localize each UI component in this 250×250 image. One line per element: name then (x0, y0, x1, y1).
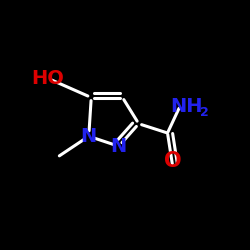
Text: N: N (80, 127, 97, 146)
Text: HO: HO (31, 69, 64, 88)
Text: 2: 2 (200, 106, 209, 119)
Text: N: N (110, 137, 127, 156)
Text: O: O (164, 151, 181, 171)
Text: NH: NH (170, 97, 202, 116)
